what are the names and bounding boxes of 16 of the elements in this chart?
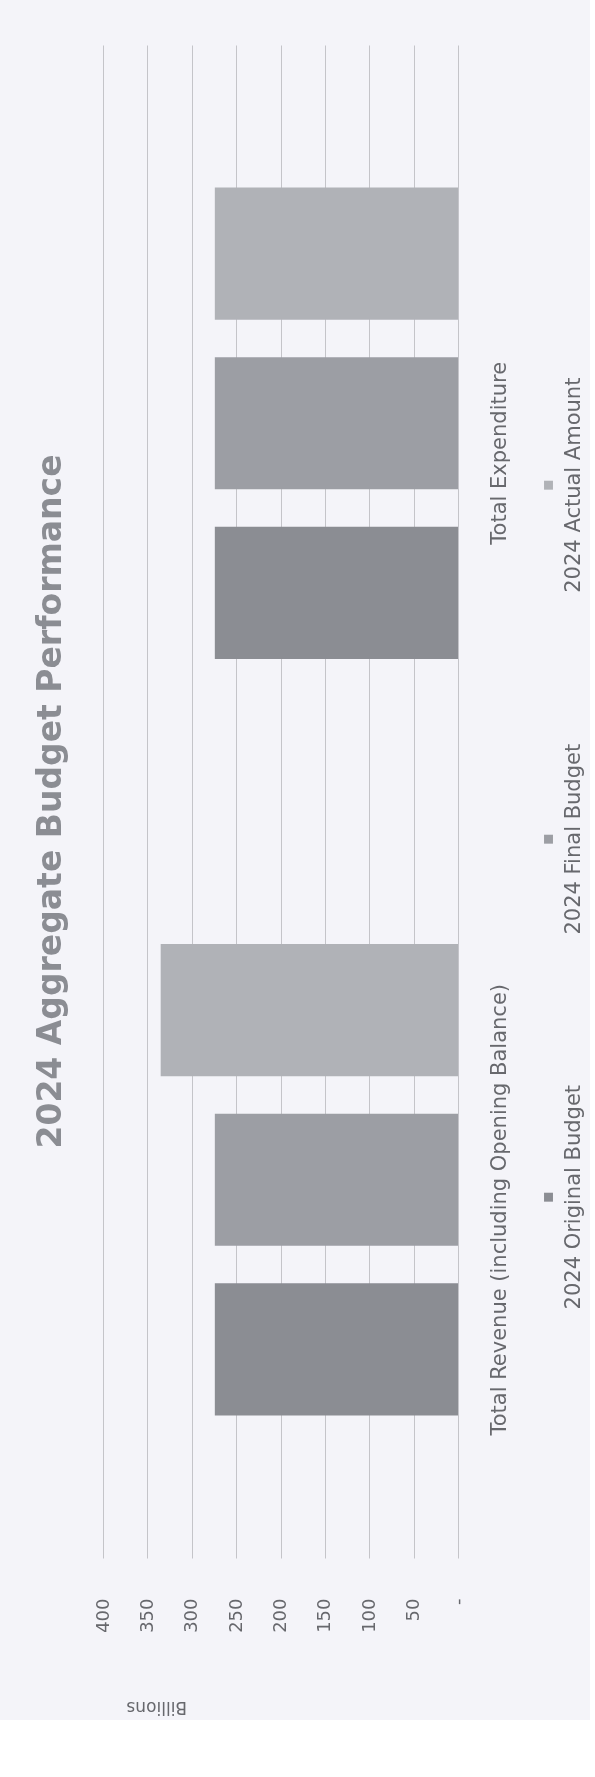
x-tick-label: 400 bbox=[91, 1598, 113, 1633]
x-tick-label: 150 bbox=[313, 1598, 335, 1633]
x-tick-label: 50 bbox=[402, 1598, 424, 1622]
legend-label: 2024 Original Budget bbox=[561, 1084, 585, 1310]
y-tick-label: Total Revenue (including Opening Balance) bbox=[486, 983, 511, 1437]
x-axis-title: Billions bbox=[126, 1697, 188, 1718]
y-tick-label: Total Expenditure bbox=[486, 361, 511, 546]
x-tick-label: 200 bbox=[269, 1598, 290, 1633]
legend-label: 2024 Actual Amount bbox=[561, 377, 585, 593]
legend-label: 2024 Final Budget bbox=[561, 743, 585, 935]
text: 2024 Aggregate Budget Performance bbox=[30, 454, 69, 1149]
x-tick-label: 250 bbox=[224, 1598, 246, 1633]
x-tick-label: 350 bbox=[135, 1598, 157, 1633]
x-tick-label: 300 bbox=[180, 1598, 202, 1633]
x-tick-label: - bbox=[446, 1598, 468, 1605]
x-tick-label: 100 bbox=[357, 1598, 379, 1633]
